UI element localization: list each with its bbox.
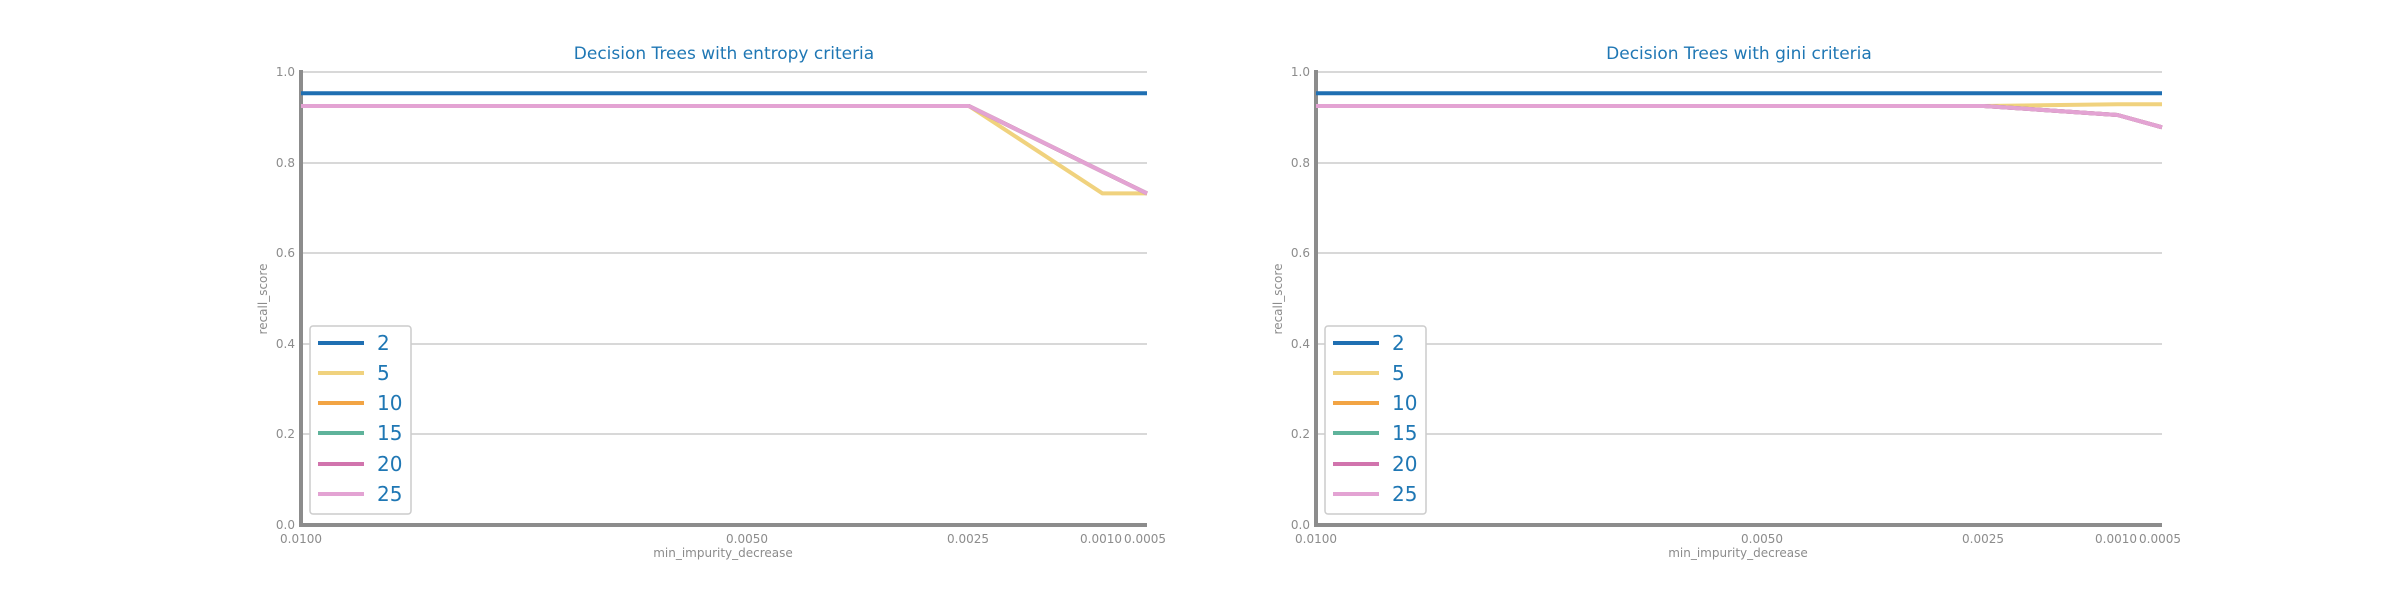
y-axis-label: recall_score <box>1271 264 1285 335</box>
y-gridlines <box>301 71 1147 435</box>
y-tick-labels: 0.0 0.2 0.4 0.6 0.8 1.0 <box>1291 65 1310 532</box>
legend-item: 2 <box>318 331 390 355</box>
legend-label: 2 <box>377 331 390 355</box>
x-axis-label: min_impurity_decrease <box>653 546 793 560</box>
legend-item: 15 <box>1333 421 1417 445</box>
y-gridlines <box>1316 71 2162 435</box>
y-tick-label: 0.4 <box>276 337 295 351</box>
y-tick-label: 0.8 <box>1291 156 1310 170</box>
legend: 2 5 10 15 20 25 <box>309 325 412 515</box>
series-line-5 <box>301 104 1147 196</box>
y-tick-label: 1.0 <box>1291 65 1310 79</box>
legend-label: 15 <box>377 421 402 445</box>
legend-item: 25 <box>1333 482 1417 506</box>
legend-label: 25 <box>377 482 402 506</box>
y-tick-label: 0.6 <box>1291 246 1310 260</box>
legend-label: 2 <box>1392 331 1405 355</box>
series-line-25 <box>301 104 1148 196</box>
legend-label: 5 <box>377 361 390 385</box>
legend-label: 20 <box>1392 452 1417 476</box>
chart-title: Decision Trees with entropy criteria <box>574 44 874 64</box>
y-tick-labels: 0.0 0.2 0.4 0.6 0.8 1.0 <box>276 65 295 532</box>
y-tick-label: 0.4 <box>1291 337 1310 351</box>
y-tick-label: 0.6 <box>276 246 295 260</box>
x-tick-label: 0.0050 <box>1741 532 1783 546</box>
y-tick-label: 1.0 <box>276 65 295 79</box>
legend-label: 5 <box>1392 361 1405 385</box>
series-line-25 <box>1316 104 2163 130</box>
x-axis-label: min_impurity_decrease <box>1668 546 1808 560</box>
chart-entropy: Decision Trees with entropy criteria 0.0… <box>256 44 1166 560</box>
legend-label: 10 <box>1392 391 1417 415</box>
series-lines <box>1316 91 2163 130</box>
legend-label: 20 <box>377 452 402 476</box>
x-tick-labels: 0.0100 0.0050 0.0025 0.0010 0.0005 <box>280 532 1166 546</box>
x-tick-label: 0.0010 <box>2095 532 2137 546</box>
x-tick-label: 0.0010 <box>1080 532 1122 546</box>
x-tick-label: 0.0100 <box>280 532 322 546</box>
x-tick-label: 0.0005 <box>2139 532 2181 546</box>
legend: 2 5 10 15 20 25 <box>1324 325 1427 515</box>
y-axis-label: recall_score <box>256 264 270 335</box>
legend-item: 5 <box>1333 361 1405 385</box>
x-tick-label: 0.0100 <box>1295 532 1337 546</box>
series-lines <box>301 91 1148 196</box>
series-line-20 <box>301 104 1148 196</box>
x-tick-label: 0.0025 <box>947 532 989 546</box>
chart-title: Decision Trees with gini criteria <box>1606 44 1872 64</box>
legend-item: 15 <box>318 421 402 445</box>
series-line-15 <box>301 104 1148 196</box>
x-tick-label: 0.0005 <box>1124 532 1166 546</box>
legend-item: 10 <box>318 391 402 415</box>
legend-item: 2 <box>1333 331 1405 355</box>
legend-item: 5 <box>318 361 390 385</box>
y-tick-label: 0.0 <box>1291 518 1310 532</box>
y-tick-label: 0.2 <box>1291 427 1310 441</box>
series-line-10 <box>301 104 1148 196</box>
y-tick-label: 0.2 <box>276 427 295 441</box>
legend-item: 20 <box>1333 452 1417 476</box>
x-tick-label: 0.0050 <box>726 532 768 546</box>
legend-label: 25 <box>1392 482 1417 506</box>
legend-label: 15 <box>1392 421 1417 445</box>
legend-item: 25 <box>318 482 402 506</box>
x-tick-label: 0.0025 <box>1962 532 2004 546</box>
legend-item: 10 <box>1333 391 1417 415</box>
y-tick-label: 0.8 <box>276 156 295 170</box>
x-tick-labels: 0.0100 0.0050 0.0025 0.0010 0.0005 <box>1295 532 2181 546</box>
y-tick-label: 0.0 <box>276 518 295 532</box>
legend-label: 10 <box>377 391 402 415</box>
legend-item: 20 <box>318 452 402 476</box>
chart-gini: Decision Trees with gini criteria 0.0 0.… <box>1271 44 2181 560</box>
